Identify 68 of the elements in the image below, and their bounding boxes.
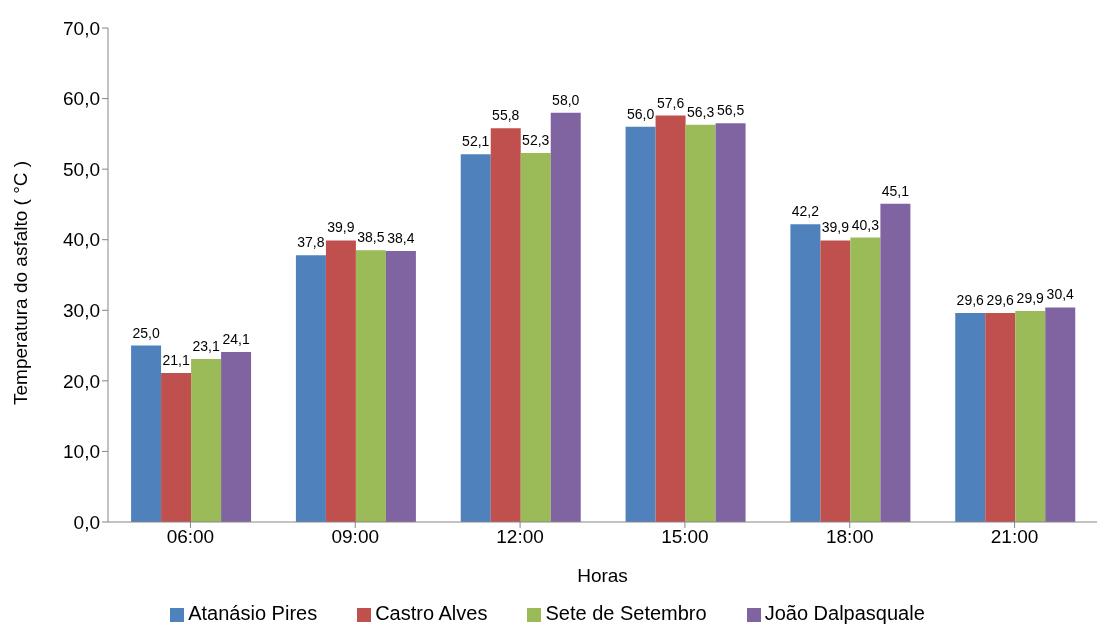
bar <box>520 152 551 522</box>
bar <box>1045 307 1076 522</box>
data-label: 39,9 <box>821 219 850 236</box>
legend-label: João Dalpasquale <box>764 602 925 624</box>
bar <box>850 237 881 522</box>
data-label: 55,8 <box>492 107 520 124</box>
bar <box>685 124 716 522</box>
data-label: 40,3 <box>851 216 880 233</box>
y-tick-label: 30,0 <box>63 300 100 322</box>
legend-label: Atanásio Pires <box>188 602 318 624</box>
x-tick-label: 21:00 <box>990 526 1039 548</box>
bar <box>221 351 252 522</box>
bar <box>460 154 491 522</box>
data-label: 25,0 <box>132 324 160 341</box>
bar <box>625 126 656 522</box>
bar <box>715 123 746 522</box>
data-label: 56,5 <box>716 102 745 119</box>
y-tick-label: 50,0 <box>63 158 100 180</box>
data-label: 24,1 <box>222 330 250 347</box>
bar <box>161 373 192 522</box>
bar <box>820 240 851 522</box>
legend-label: Castro Alves <box>375 602 488 624</box>
bar <box>550 112 581 522</box>
data-label: 38,4 <box>387 230 415 247</box>
bar <box>325 240 356 522</box>
x-tick-label: 12:00 <box>496 526 544 548</box>
data-label: 23,1 <box>192 337 220 354</box>
bar <box>880 203 911 522</box>
x-tick-label: 18:00 <box>825 526 874 548</box>
bar <box>790 224 821 522</box>
bar <box>490 128 521 522</box>
y-tick-label: 10,0 <box>63 441 100 463</box>
y-tick-label: 0,0 <box>73 511 100 533</box>
data-label: 56,3 <box>686 103 715 120</box>
bar <box>1015 310 1046 522</box>
data-label: 38,5 <box>357 229 385 246</box>
data-label: 57,6 <box>656 94 685 111</box>
data-label: 42,2 <box>791 203 820 220</box>
x-tick-label: 06:00 <box>166 526 215 548</box>
y-tick-label: 20,0 <box>63 370 100 392</box>
x-tick-label: 15:00 <box>661 526 709 548</box>
data-label: 39,9 <box>327 219 355 236</box>
data-label: 29,6 <box>986 292 1015 309</box>
data-label: 30,4 <box>1046 286 1075 303</box>
bar <box>985 313 1016 522</box>
data-label: 37,8 <box>297 234 325 251</box>
data-label: 21,1 <box>162 352 190 369</box>
bar <box>355 250 386 522</box>
bar <box>955 313 986 522</box>
y-tick-label: 60,0 <box>63 88 100 110</box>
bar <box>131 345 162 522</box>
y-tick-label: 40,0 <box>63 229 100 251</box>
data-label: 29,6 <box>956 292 985 309</box>
bar <box>655 115 686 522</box>
x-tick-label: 09:00 <box>331 526 380 548</box>
legend-label: Sete de Setembro <box>545 602 707 624</box>
bar <box>191 358 222 522</box>
data-label: 52,3 <box>522 131 550 148</box>
bar <box>385 251 416 522</box>
data-label: 29,9 <box>1016 289 1045 306</box>
data-label: 58,0 <box>552 91 580 108</box>
data-label: 52,1 <box>462 133 490 150</box>
y-axis-title: Temperatura do asfalto ( °C ) <box>9 160 31 405</box>
data-label: 45,1 <box>881 182 910 199</box>
bar <box>295 255 326 522</box>
y-tick-label: 70,0 <box>63 17 100 39</box>
x-axis-title: Horas <box>577 565 628 586</box>
data-label: 56,0 <box>626 105 655 122</box>
